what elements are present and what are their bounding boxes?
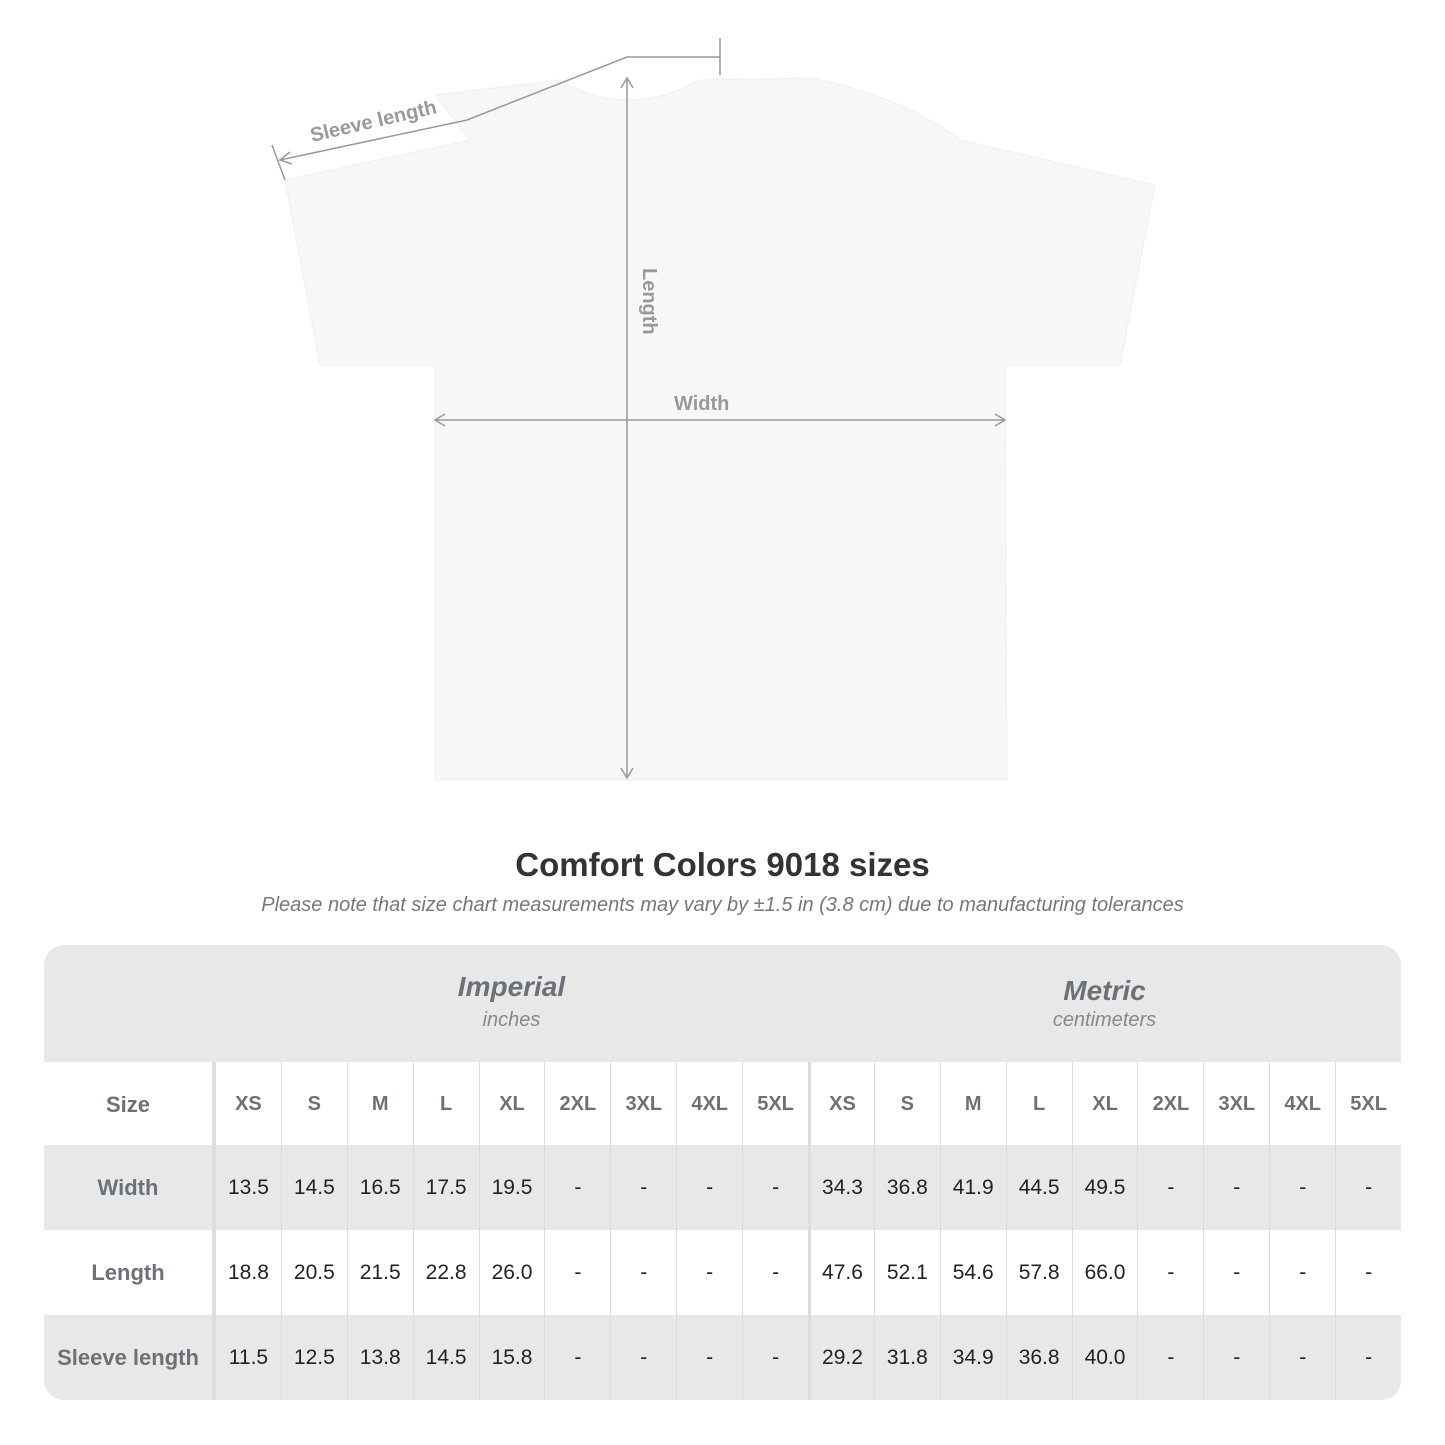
table-cell: - bbox=[1137, 1145, 1203, 1230]
table-cell: 66.0 bbox=[1071, 1230, 1138, 1315]
tshirt-diagram: Sleeve length Length Width bbox=[271, 38, 1156, 781]
table-cell: - bbox=[676, 1145, 742, 1230]
table-cell: L bbox=[412, 1062, 479, 1147]
table-cell: M bbox=[939, 1062, 1006, 1147]
table-cell: 2XL bbox=[1137, 1062, 1203, 1147]
table-cell: XS bbox=[808, 1062, 874, 1147]
table-cell: 13.5 bbox=[215, 1145, 281, 1230]
row-label: Sleeve length bbox=[44, 1315, 215, 1400]
metric-unit: centimeters bbox=[1052, 1009, 1157, 1031]
table-cell: - bbox=[610, 1230, 676, 1315]
table-cell: 47.6 bbox=[808, 1230, 874, 1315]
table-cell: 5XL bbox=[1335, 1062, 1401, 1147]
table-cell: 57.8 bbox=[1005, 1230, 1072, 1315]
table-cell: 13.8 bbox=[346, 1315, 413, 1400]
table-cell: - bbox=[1335, 1315, 1401, 1400]
tshirt-shape bbox=[284, 77, 1156, 781]
table-cell: 15.8 bbox=[478, 1315, 545, 1400]
table-row: Size XS S M L XL 2XL 3XL 4XL 5XL XS S M L XL 2XL 3XL 4XL 5… bbox=[44, 1062, 1401, 1147]
table-cell: 14.5 bbox=[280, 1145, 347, 1230]
table-cell: - bbox=[1335, 1145, 1401, 1230]
chart-title: Comfort Colors 9018 sizes bbox=[515, 846, 930, 883]
table-row: Length 18.8 20.5 21.5 22.8 26.0- - - -47.6 52.1 54… bbox=[44, 1230, 1401, 1315]
table-cell: - bbox=[1269, 1145, 1335, 1230]
table-cell: 22.8 bbox=[412, 1230, 479, 1315]
table-cell: 49.5 bbox=[1071, 1145, 1138, 1230]
table-cell: 2XL bbox=[544, 1062, 610, 1147]
table-cell: - bbox=[676, 1315, 742, 1400]
tolerance-note: Please note that size chart measurements… bbox=[261, 894, 1184, 916]
table-cell: 3XL bbox=[610, 1062, 676, 1147]
table-cell: - bbox=[1137, 1230, 1203, 1315]
table-cell: 12.5 bbox=[280, 1315, 347, 1400]
table-cell: 14.5 bbox=[412, 1315, 479, 1400]
table-cell: - bbox=[544, 1230, 610, 1315]
table-cell: - bbox=[676, 1230, 742, 1315]
table-cell: 52.1 bbox=[873, 1230, 940, 1315]
table-cell: 44.5 bbox=[1005, 1145, 1072, 1230]
metric-header: Metric centimeters bbox=[808, 945, 1401, 1062]
table-cell: - bbox=[742, 1315, 808, 1400]
table-cell: 20.5 bbox=[280, 1230, 347, 1315]
table-row: Sleeve length 11.5 12.5 13.8 14.5 15.8- - - -29.… bbox=[44, 1315, 1401, 1400]
table-cell: S bbox=[873, 1062, 940, 1147]
row-label: Length bbox=[44, 1230, 215, 1315]
table-cell: XL bbox=[1071, 1062, 1138, 1147]
table-cell: 41.9 bbox=[939, 1145, 1006, 1230]
table-cell: 26.0 bbox=[478, 1230, 545, 1315]
length-label: Length bbox=[638, 268, 660, 335]
table-cell: 16.5 bbox=[346, 1145, 413, 1230]
table-cell: - bbox=[1203, 1145, 1269, 1230]
table-cell: - bbox=[1335, 1230, 1401, 1315]
imperial-unit: inches bbox=[482, 1009, 541, 1031]
table-cell: 54.6 bbox=[939, 1230, 1006, 1315]
table-cell: 17.5 bbox=[412, 1145, 479, 1230]
table-cell: - bbox=[1203, 1315, 1269, 1400]
table-cell: 31.8 bbox=[873, 1315, 940, 1400]
table-cell: - bbox=[742, 1145, 808, 1230]
table-cell: 3XL bbox=[1203, 1062, 1269, 1147]
table-cell: 29.2 bbox=[808, 1315, 874, 1400]
table-cell: 40.0 bbox=[1071, 1315, 1138, 1400]
table-cell: - bbox=[544, 1315, 610, 1400]
table-cell: 36.8 bbox=[873, 1145, 940, 1230]
table-cell: 4XL bbox=[676, 1062, 742, 1147]
table-cell: 19.5 bbox=[478, 1145, 545, 1230]
row-label: Size bbox=[44, 1062, 215, 1147]
table-cell: 11.5 bbox=[215, 1315, 281, 1400]
table-cell: - bbox=[1269, 1315, 1335, 1400]
table-cell: 4XL bbox=[1269, 1062, 1335, 1147]
table-cell: M bbox=[346, 1062, 413, 1147]
table-cell: 5XL bbox=[742, 1062, 808, 1147]
size-table: Imperial inches Metric centimeters Size X… bbox=[44, 945, 1401, 1400]
table-cell: - bbox=[742, 1230, 808, 1315]
table-cell: - bbox=[544, 1145, 610, 1230]
table-cell: 21.5 bbox=[346, 1230, 413, 1315]
table-cell: L bbox=[1005, 1062, 1072, 1147]
table-cell: XS bbox=[215, 1062, 281, 1147]
table-row: Width 13.5 14.5 16.5 17.5 19.5- - - -34.3 36.8 41.… bbox=[44, 1145, 1401, 1230]
table-cell: - bbox=[610, 1315, 676, 1400]
width-label: Width bbox=[674, 393, 729, 415]
table-cell: 34.9 bbox=[939, 1315, 1006, 1400]
table-cell: S bbox=[280, 1062, 347, 1147]
table-cell: - bbox=[610, 1145, 676, 1230]
table-cell: 36.8 bbox=[1005, 1315, 1072, 1400]
table-cell: 34.3 bbox=[808, 1145, 874, 1230]
table-cell: 18.8 bbox=[215, 1230, 281, 1315]
table-cell: - bbox=[1269, 1230, 1335, 1315]
metric-title: Metric bbox=[1063, 975, 1146, 1006]
imperial-title: Imperial bbox=[457, 971, 566, 1002]
table-cell: XL bbox=[478, 1062, 545, 1147]
sleeve-length-arrow bbox=[279, 56, 720, 161]
table-cell: - bbox=[1203, 1230, 1269, 1315]
imperial-header: Imperial inches bbox=[215, 945, 808, 1062]
table-cell: - bbox=[1137, 1315, 1203, 1400]
row-label: Width bbox=[44, 1145, 215, 1230]
